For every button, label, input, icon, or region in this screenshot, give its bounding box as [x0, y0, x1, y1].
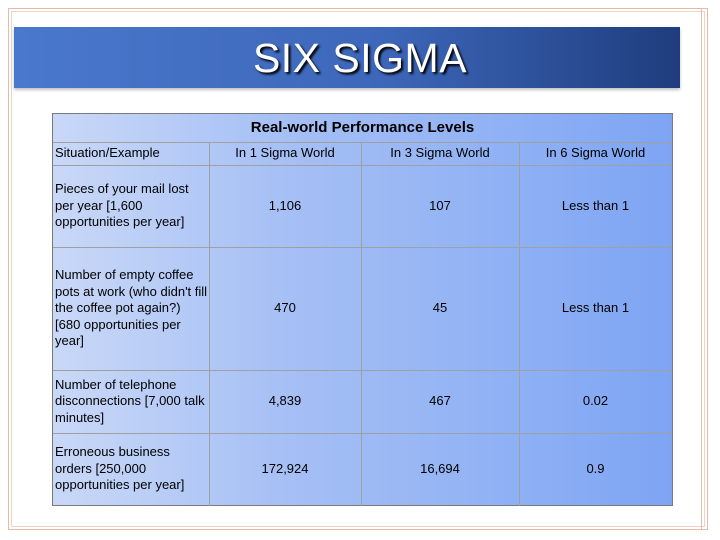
row-sigma3: 107 — [429, 197, 451, 213]
header-situation: Situation/Example — [55, 145, 160, 161]
slide-frame-side-rule — [701, 8, 702, 530]
row-sigma1: 172,924 — [261, 460, 309, 476]
row-sigma6: 0.02 — [582, 393, 609, 409]
row-sigma1: 470 — [274, 300, 296, 316]
row-sigma1: 4,839 — [268, 393, 302, 409]
row-situation: Erroneous business orders [250,000 oppor… — [55, 444, 185, 493]
row-sigma3: 467 — [429, 393, 451, 409]
table-divider — [209, 142, 210, 506]
row-situation: Number of telephone disconnections [7,00… — [55, 376, 205, 425]
row-sigma1: 1,106 — [268, 197, 302, 213]
table-divider — [53, 433, 672, 434]
table-caption: Real-world Performance Levels — [250, 118, 475, 136]
header-sigma1: In 1 Sigma World — [235, 145, 335, 161]
table-divider — [519, 142, 520, 506]
table-divider — [53, 247, 672, 248]
row-sigma3: 45 — [432, 300, 448, 316]
table-divider — [53, 142, 672, 143]
header-sigma3: In 3 Sigma World — [390, 145, 490, 161]
title-banner — [14, 27, 680, 88]
row-situation: Pieces of your mail lost per year [1,600… — [55, 181, 189, 230]
slide-frame — [8, 8, 708, 530]
row-sigma6: 0.9 — [586, 460, 605, 476]
row-sigma3: 16,694 — [420, 460, 460, 476]
slide-title: SIX SIGMA — [252, 35, 468, 81]
row-sigma6: Less than 1 — [561, 300, 630, 316]
header-sigma6: In 6 Sigma World — [545, 145, 646, 161]
slide-frame-inner — [11, 11, 705, 527]
row-situation: Number of empty coffee pots at work (who… — [55, 267, 208, 349]
row-sigma6: Less than 1 — [561, 197, 630, 213]
table-divider — [53, 165, 672, 166]
performance-table: Real-world Performance Levels Situation/… — [52, 113, 673, 506]
table-divider — [361, 142, 362, 506]
table-divider — [53, 370, 672, 371]
